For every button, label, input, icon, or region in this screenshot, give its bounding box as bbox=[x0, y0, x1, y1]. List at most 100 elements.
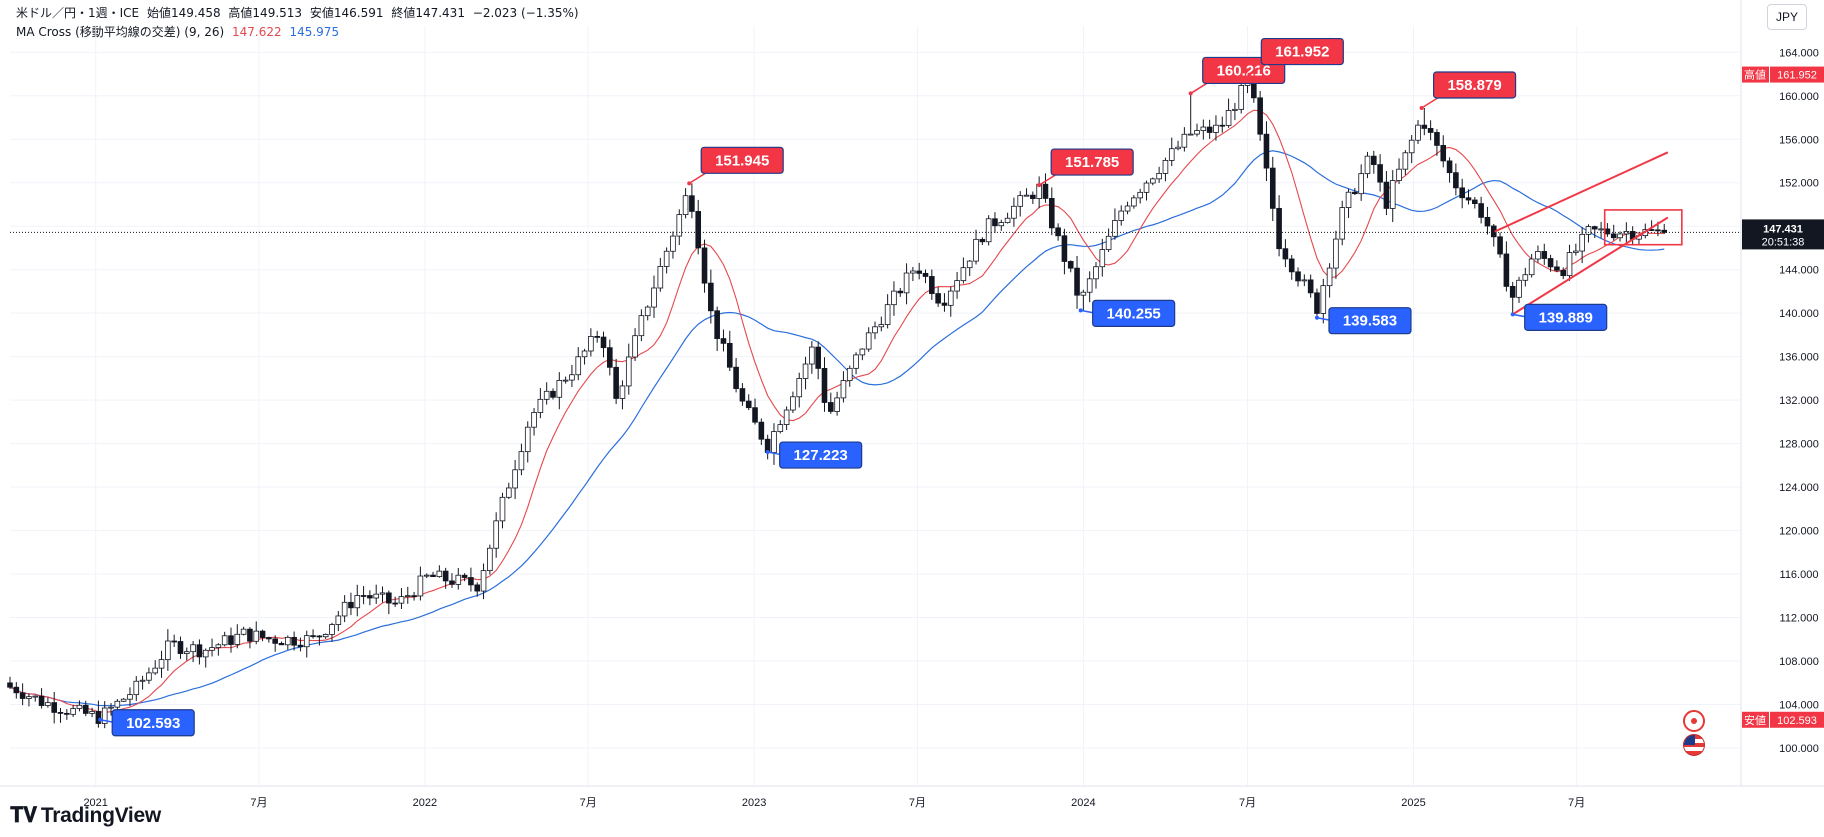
candle-body bbox=[670, 235, 676, 252]
candle bbox=[1389, 170, 1396, 223]
candle bbox=[82, 700, 89, 717]
trendline bbox=[1512, 216, 1669, 316]
candle bbox=[865, 327, 872, 352]
candle bbox=[1156, 166, 1162, 183]
candle bbox=[1030, 191, 1036, 205]
candle-body bbox=[783, 409, 790, 425]
candle bbox=[114, 699, 121, 711]
price-tick-label: 136.000 bbox=[1779, 352, 1819, 364]
ma-title[interactable]: MA Cross (移動平均線の交差) (9, 26) bbox=[16, 25, 225, 39]
candle-body bbox=[1408, 139, 1415, 154]
candle bbox=[777, 420, 784, 434]
candle bbox=[101, 701, 108, 729]
candle-body bbox=[859, 348, 866, 356]
candle-body bbox=[461, 574, 468, 578]
symbol-title[interactable]: 米ドル／円・1週・ICE bbox=[16, 6, 140, 20]
record-icon[interactable] bbox=[1683, 710, 1705, 732]
candle-body bbox=[1080, 291, 1087, 296]
candle bbox=[872, 321, 878, 340]
candle-body bbox=[505, 487, 512, 498]
callout-dot bbox=[1314, 315, 1319, 320]
candle-body bbox=[1156, 173, 1162, 180]
candle bbox=[13, 682, 20, 699]
candle-body bbox=[1093, 266, 1099, 280]
axis-low-label: 安値 bbox=[1744, 713, 1766, 727]
candle bbox=[998, 219, 1005, 231]
candle bbox=[291, 631, 297, 651]
candle bbox=[594, 330, 600, 343]
candle bbox=[556, 372, 563, 410]
axis-low-value-box bbox=[1770, 711, 1824, 728]
callout-pointer bbox=[688, 172, 706, 184]
candle bbox=[468, 567, 474, 592]
candle bbox=[190, 641, 196, 663]
candle-body bbox=[183, 651, 190, 654]
candle bbox=[45, 697, 51, 708]
candle-body bbox=[1042, 183, 1049, 199]
candle bbox=[449, 573, 455, 588]
candle bbox=[1566, 244, 1573, 281]
candle bbox=[127, 687, 133, 707]
candle bbox=[1516, 276, 1522, 303]
candle bbox=[278, 641, 285, 646]
candle bbox=[758, 418, 765, 445]
candle bbox=[461, 573, 468, 582]
candle-body bbox=[1604, 228, 1611, 235]
candle-body bbox=[619, 385, 626, 399]
candle-body bbox=[455, 574, 462, 585]
candle-body bbox=[139, 679, 146, 682]
candle-body bbox=[537, 398, 544, 413]
candle-body bbox=[1345, 191, 1352, 208]
candle-body bbox=[1497, 236, 1503, 255]
candle-body bbox=[512, 469, 518, 489]
candle-body bbox=[171, 640, 177, 643]
candle bbox=[360, 586, 367, 605]
candle-body bbox=[929, 276, 935, 294]
candle-body bbox=[398, 596, 405, 604]
candle-body bbox=[840, 380, 847, 399]
candle-body bbox=[771, 431, 777, 453]
candle bbox=[853, 352, 859, 375]
candle bbox=[884, 294, 891, 329]
us-flag-icon[interactable] bbox=[1683, 734, 1705, 756]
candle bbox=[790, 391, 796, 414]
candle-body bbox=[1535, 251, 1541, 260]
candle bbox=[929, 269, 935, 300]
candle-body bbox=[872, 326, 878, 334]
candle bbox=[1187, 93, 1194, 136]
candle bbox=[1080, 289, 1087, 311]
candle bbox=[752, 398, 758, 425]
candle-body bbox=[1307, 279, 1314, 294]
candle bbox=[474, 582, 481, 597]
annotations: 102.593 151.945 127.223 151.785 140.255 160.2… bbox=[98, 37, 1608, 737]
tradingview-logo[interactable]: 𝐓𝐕 TradingView bbox=[10, 804, 161, 828]
candle-body bbox=[196, 644, 203, 658]
time-tick-label: 7月 bbox=[1568, 797, 1585, 809]
candle-body bbox=[1023, 194, 1030, 197]
candle-body bbox=[1219, 124, 1226, 127]
candle-body bbox=[954, 280, 960, 292]
currency-button[interactable]: JPY bbox=[1767, 4, 1807, 30]
price-tick-label: 116.000 bbox=[1780, 569, 1819, 581]
candle bbox=[1440, 135, 1447, 168]
candle bbox=[1579, 227, 1585, 264]
candle-body bbox=[1383, 181, 1390, 209]
candle-body bbox=[1440, 145, 1447, 162]
candle bbox=[638, 309, 645, 342]
candle-body bbox=[480, 570, 487, 592]
candle bbox=[316, 635, 323, 646]
candle-body bbox=[45, 702, 51, 706]
candle-body bbox=[1610, 233, 1617, 239]
time-tick-label: 2024 bbox=[1071, 797, 1095, 809]
candle bbox=[575, 347, 582, 381]
candle bbox=[1194, 123, 1200, 137]
candle-body bbox=[853, 354, 859, 369]
candle-body bbox=[960, 267, 967, 282]
candle-body bbox=[846, 367, 853, 381]
candle bbox=[171, 634, 177, 648]
candle bbox=[297, 637, 304, 652]
callout-box bbox=[1092, 299, 1176, 328]
candle bbox=[202, 648, 209, 668]
candle bbox=[1591, 225, 1598, 239]
